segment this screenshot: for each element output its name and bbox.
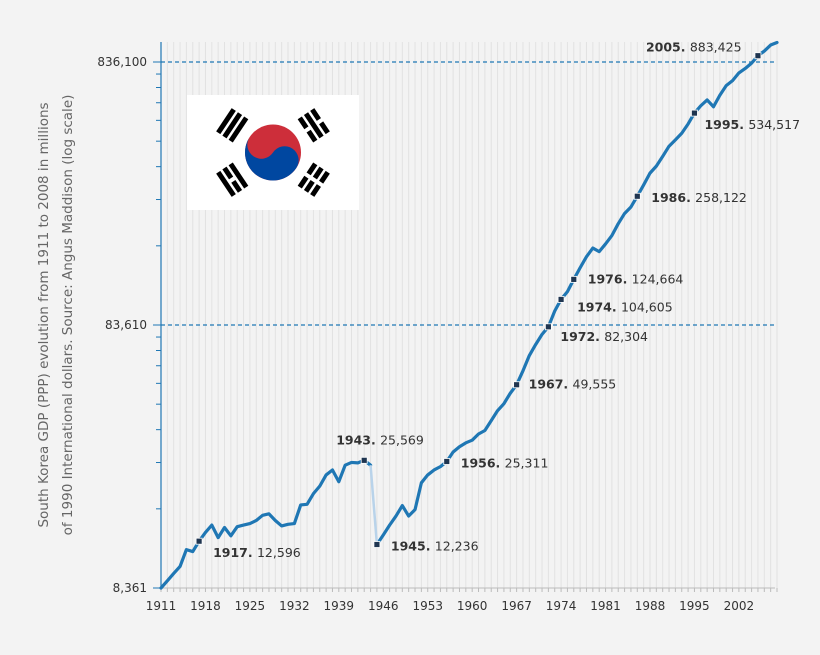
south-korea-flag bbox=[187, 95, 359, 210]
trigram-gon-icon bbox=[297, 162, 330, 197]
x-tick-label: 1925 bbox=[235, 599, 266, 613]
x-tick-label: 1974 bbox=[546, 599, 577, 613]
data-label: 1974. 104,605 bbox=[577, 299, 673, 314]
data-label-value: 258,122 bbox=[695, 190, 747, 205]
series-gap-connector bbox=[369, 465, 379, 545]
reference-lines bbox=[161, 61, 777, 326]
data-label-value: 82,304 bbox=[604, 329, 648, 344]
x-tick-label: 1946 bbox=[368, 599, 399, 613]
data-label-year: 1986. bbox=[651, 190, 695, 205]
data-label-value: 883,425 bbox=[690, 40, 742, 55]
data-label: 1945. 12,236 bbox=[391, 539, 479, 554]
annotations: 1917. 12,596 1943. 25,569 1945. 12,236 1956… bbox=[195, 40, 800, 560]
y-tick-label: 8,361 bbox=[113, 581, 147, 595]
taegeuk-blue-icon bbox=[245, 136, 299, 181]
x-tick-label: 1953 bbox=[412, 599, 443, 613]
data-label: 1972. 82,304 bbox=[560, 329, 648, 344]
data-label-year: 1917. bbox=[213, 545, 257, 560]
x-tick-labels: 1911 1918 1925 1932 1939 1946 1953 1960 1967 1974… bbox=[146, 599, 754, 613]
trigram-geon-icon bbox=[216, 108, 249, 143]
x-tick-label: 1995 bbox=[679, 599, 710, 613]
y-tick-label: 836,100 bbox=[97, 55, 147, 69]
x-tick-label: 1981 bbox=[590, 599, 621, 613]
x-tick-label: 1939 bbox=[324, 599, 355, 613]
data-label: 1943. 25,569 bbox=[336, 432, 424, 447]
data-point-marker bbox=[754, 52, 762, 60]
data-label-year: 1956. bbox=[461, 455, 505, 470]
data-point-marker bbox=[443, 458, 451, 465]
data-label-year: 2005. bbox=[646, 40, 690, 55]
x-tick-label: 1967 bbox=[501, 599, 532, 613]
data-label-value: 12,236 bbox=[435, 539, 479, 554]
data-label-year: 1976. bbox=[588, 271, 632, 286]
series-line-segment bbox=[159, 458, 373, 590]
data-label-year: 1943. bbox=[336, 432, 380, 447]
data-point-marker bbox=[195, 537, 203, 545]
y-axis-label-line1: South Korea GDP (PPP) evolution from 191… bbox=[36, 102, 52, 527]
data-label: 1976. 124,664 bbox=[588, 271, 684, 286]
data-point-marker bbox=[633, 192, 641, 200]
y-tick-label: 83,610 bbox=[105, 318, 147, 332]
data-label-value: 124,664 bbox=[632, 271, 684, 286]
data-label-value: 534,517 bbox=[748, 117, 800, 132]
data-label-value: 104,605 bbox=[621, 299, 673, 314]
data-label-value: 25,569 bbox=[380, 432, 424, 447]
data-label-year: 1972. bbox=[560, 329, 604, 344]
trigram-gam-icon bbox=[297, 108, 330, 143]
data-label-value: 12,596 bbox=[257, 545, 301, 560]
data-label-value: 49,555 bbox=[573, 377, 617, 392]
x-tick-label: 1988 bbox=[635, 599, 666, 613]
x-tick-label: 2002 bbox=[724, 599, 755, 613]
x-tick-label: 1960 bbox=[457, 599, 488, 613]
data-label-year: 1995. bbox=[704, 117, 748, 132]
y-axis-label-line2: of 1990 International dollars. Source: A… bbox=[60, 95, 76, 536]
x-tick-label: 1918 bbox=[190, 599, 221, 613]
data-point-marker bbox=[557, 296, 565, 303]
data-label-year: 1945. bbox=[391, 539, 435, 554]
data-label-value: 25,311 bbox=[505, 455, 549, 470]
data-point-marker bbox=[513, 381, 521, 389]
data-point-marker bbox=[544, 323, 552, 331]
data-label-year: 1974. bbox=[577, 299, 621, 314]
data-label-year: 1967. bbox=[529, 377, 573, 392]
data-label: 1967. 49,555 bbox=[529, 377, 617, 392]
trigram-ri-icon bbox=[216, 162, 249, 197]
data-point-marker bbox=[373, 541, 381, 548]
x-tick-label: 1911 bbox=[146, 599, 177, 613]
data-label: 1995. 534,517 bbox=[704, 117, 800, 132]
data-point-marker bbox=[570, 275, 578, 283]
x-tick-label: 1932 bbox=[279, 599, 310, 613]
data-label: 1917. 12,596 bbox=[213, 545, 301, 560]
y-tick-labels: 8,361 83,610 836,100 bbox=[97, 55, 161, 595]
data-label: 1956. 25,311 bbox=[461, 455, 549, 470]
axes bbox=[160, 42, 775, 589]
data-label: 2005. 883,425 bbox=[646, 40, 742, 55]
data-label: 1986. 258,122 bbox=[651, 190, 747, 205]
data-point-marker bbox=[691, 109, 698, 117]
data-point-marker bbox=[360, 456, 368, 464]
